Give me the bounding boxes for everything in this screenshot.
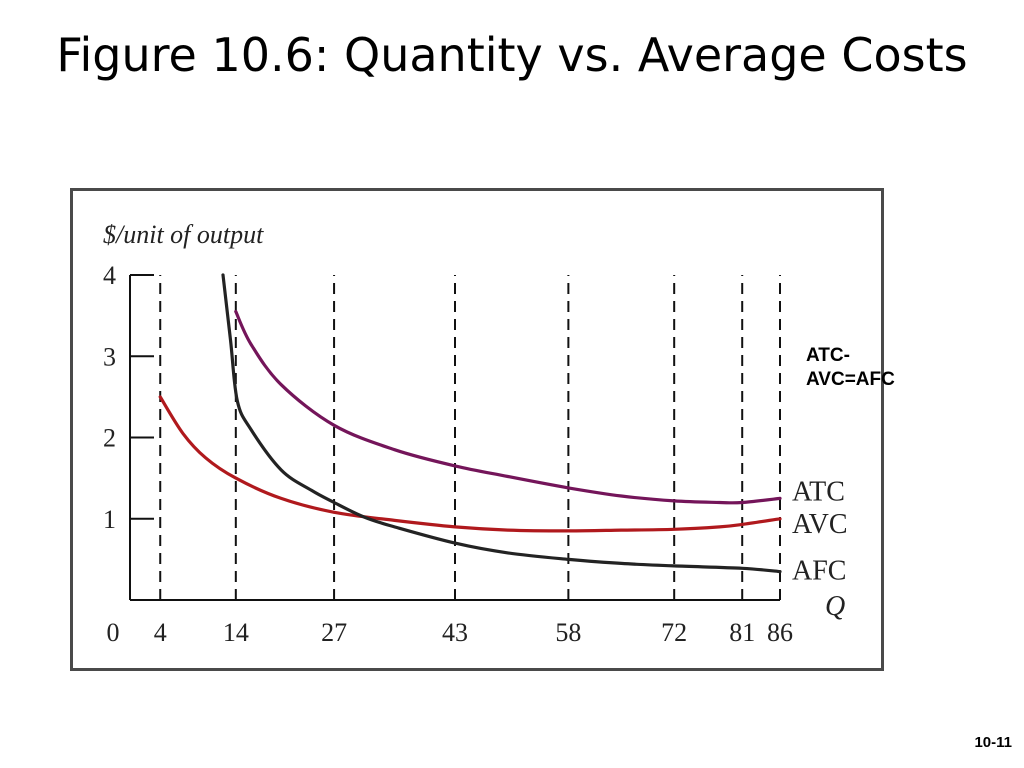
x-tick-label: 81: [729, 618, 755, 647]
y-tick-label: 4: [103, 261, 116, 290]
side-note-line-2: AVC=AFC: [806, 369, 895, 390]
x-tick-label: 27: [321, 618, 347, 647]
slide-title: Figure 10.6: Quantity vs. Average Costs: [56, 28, 968, 82]
x-tick-label: 58: [555, 618, 581, 647]
x-axis-label: Q: [825, 591, 845, 622]
y-ticks: 1 2 3 4: [103, 261, 154, 534]
x-tick-label: 0: [107, 618, 120, 647]
y-axis-label: $/unit of output: [103, 220, 264, 249]
dashed-guides: [159, 275, 781, 600]
x-tick-label: 72: [661, 618, 687, 647]
curve-label-atc: ATC: [792, 476, 845, 507]
side-note-line-1: ATC-: [806, 345, 850, 366]
x-tick-label: 14: [223, 618, 249, 647]
x-tick-label: 86: [767, 618, 793, 647]
curve-avc: [158, 395, 782, 533]
x-tick-label: 4: [154, 618, 167, 647]
cost-curves: [158, 273, 782, 574]
side-note: ATC- AVC=AFC: [806, 344, 946, 392]
curve-label-afc: AFC: [792, 556, 846, 587]
y-tick-label: 1: [103, 505, 116, 534]
y-tick-label: 3: [103, 342, 116, 371]
curve-label-avc: AVC: [792, 509, 848, 540]
page-number: 10-11: [974, 734, 1012, 751]
curve-afc: [221, 273, 782, 574]
curve-atc: [234, 310, 782, 505]
figure-frame: 1 2 3 4 0 4 14 27 43 58 72 81 86 ATC AVC AFC $/unit o…: [70, 188, 884, 671]
x-tick-label: 43: [442, 618, 468, 647]
y-tick-label: 2: [103, 424, 116, 453]
x-ticks: 0 4 14 27 43 58 72 81 86: [107, 618, 794, 647]
